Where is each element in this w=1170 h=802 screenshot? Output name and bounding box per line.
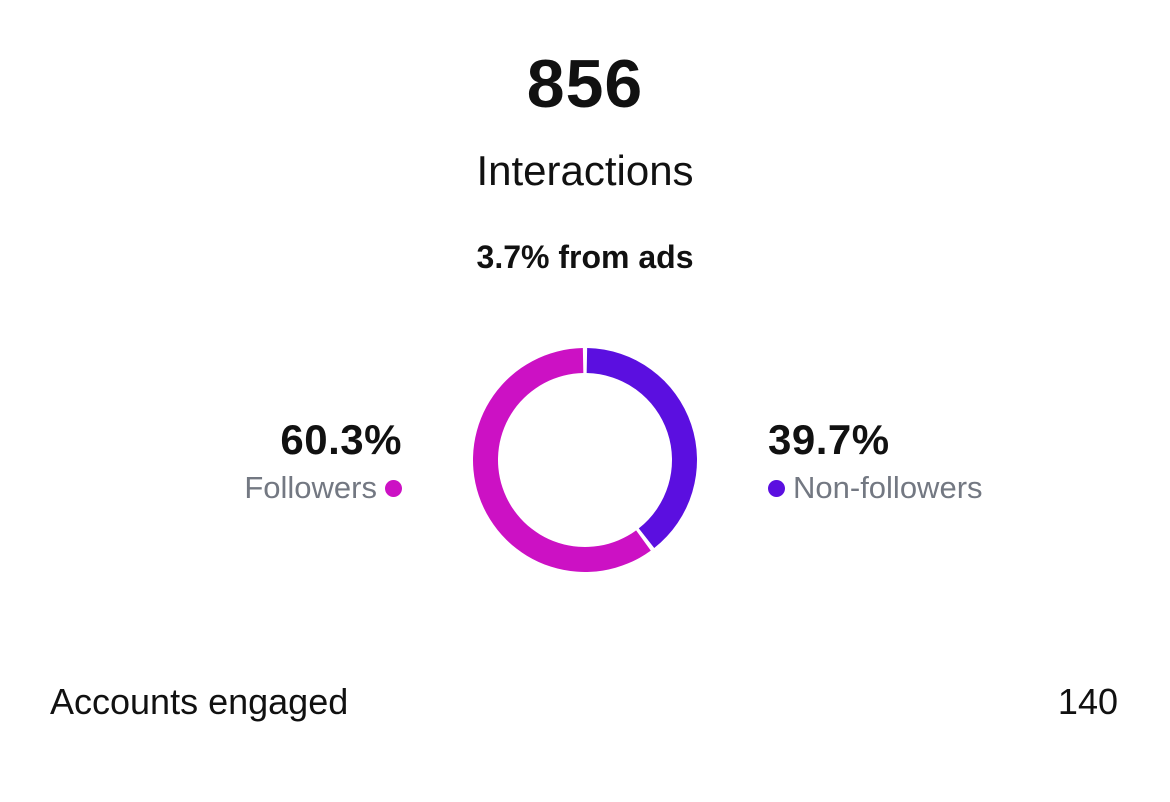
followers-dot-icon [385, 479, 402, 497]
ads-percentage-note: 3.7% from ads [476, 239, 694, 275]
interactions-label: Interactions [476, 147, 694, 194]
non-followers-label-row: Non-followers [768, 466, 983, 510]
accounts-engaged-value: 140 [1057, 681, 1118, 722]
non-followers-dot-icon [768, 479, 785, 497]
non-followers-legend: 39.7% Non-followers [768, 414, 983, 510]
followers-label: Followers [244, 470, 377, 505]
donut-slice-followers [473, 348, 651, 572]
non-followers-label: Non-followers [793, 470, 983, 505]
accounts-engaged-row[interactable]: Accounts engaged 140 [50, 678, 1118, 726]
followers-label-row: Followers [244, 466, 402, 510]
audience-donut-chart [470, 345, 700, 575]
accounts-engaged-label: Accounts engaged [50, 681, 349, 722]
followers-percent: 60.3% [280, 416, 402, 463]
donut-slice-non-followers [586, 348, 698, 549]
non-followers-percent: 39.7% [768, 416, 890, 463]
donut-svg [473, 348, 698, 572]
followers-legend: 60.3% Followers [244, 414, 402, 510]
interactions-total: 856 [526, 46, 644, 122]
